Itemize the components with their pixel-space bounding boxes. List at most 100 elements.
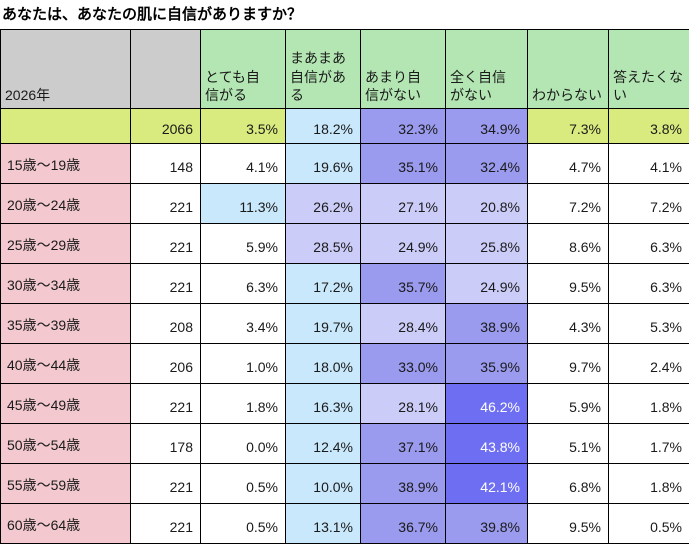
count-cell: 206 bbox=[130, 343, 201, 384]
percent-cell: 1.7% bbox=[608, 423, 689, 464]
count-cell: 208 bbox=[130, 303, 201, 344]
percent-cell: 28.5% bbox=[285, 223, 361, 264]
age-row: 35歳〜39歳 208 3.4% 19.7% 28.4% 38.9% 4.3% 5.3% bbox=[0, 303, 689, 344]
percent-cell: 19.7% bbox=[285, 303, 361, 344]
percent-cell: 24.9% bbox=[360, 223, 446, 264]
count-cell: 221 bbox=[130, 263, 201, 304]
col-header-somewhat-confident: まあまあ 自信があ る bbox=[285, 29, 361, 109]
count-header-cell bbox=[130, 29, 201, 109]
age-row: 20歳〜24歳 221 11.3% 26.2% 27.1% 20.8% 7.2% 7.2% bbox=[0, 183, 689, 224]
col-header-prefer-not-to-answer: 答えたくな い bbox=[608, 29, 689, 109]
percent-cell: 4.7% bbox=[527, 143, 609, 184]
percent-cell: 6.3% bbox=[608, 263, 689, 304]
count-cell: 221 bbox=[130, 503, 201, 544]
percent-cell: 35.1% bbox=[360, 143, 446, 184]
row-label-cell: 45歳〜49歳 bbox=[0, 383, 131, 424]
percent-cell: 1.8% bbox=[608, 383, 689, 424]
percent-cell: 11.3% bbox=[200, 183, 286, 224]
row-label-cell: 55歳〜59歳 bbox=[0, 463, 131, 504]
age-row: 15歳〜19歳 148 4.1% 19.6% 35.1% 32.4% 4.7% 4.1% bbox=[0, 143, 689, 184]
percent-cell: 20.8% bbox=[445, 183, 528, 224]
percent-cell: 35.7% bbox=[360, 263, 446, 304]
percent-cell: 10.0% bbox=[285, 463, 361, 504]
percent-cell: 8.6% bbox=[527, 223, 609, 264]
percent-cell: 5.1% bbox=[527, 423, 609, 464]
percent-cell: 28.1% bbox=[360, 383, 446, 424]
age-row: 60歳〜64歳 221 0.5% 13.1% 36.7% 39.8% 9.5% 0.5% bbox=[0, 503, 689, 544]
percent-cell: 2.4% bbox=[608, 343, 689, 384]
percent-cell: 38.9% bbox=[445, 303, 528, 344]
percent-cell: 32.3% bbox=[360, 108, 446, 144]
row-label-cell: 15歳〜19歳 bbox=[0, 143, 131, 184]
percent-cell: 4.1% bbox=[608, 143, 689, 184]
percent-cell: 7.2% bbox=[527, 183, 609, 224]
percent-cell: 18.2% bbox=[285, 108, 361, 144]
row-label-cell: 30歳〜34歳 bbox=[0, 263, 131, 304]
header-row: 2026年 とても自 信がる まあまあ 自信があ る あまり自 信がない 全く自… bbox=[0, 29, 689, 109]
row-label-cell: 60歳〜64歳 bbox=[0, 503, 131, 544]
percent-cell: 18.0% bbox=[285, 343, 361, 384]
count-cell: 221 bbox=[130, 223, 201, 264]
percent-cell: 5.3% bbox=[608, 303, 689, 344]
percent-cell: 9.5% bbox=[527, 503, 609, 544]
percent-cell: 43.8% bbox=[445, 423, 528, 464]
percent-cell: 6.8% bbox=[527, 463, 609, 504]
percent-cell: 5.9% bbox=[200, 223, 286, 264]
age-row: 40歳〜44歳 206 1.0% 18.0% 33.0% 35.9% 9.7% 2.4% bbox=[0, 343, 689, 384]
percent-cell: 9.7% bbox=[527, 343, 609, 384]
count-cell: 221 bbox=[130, 463, 201, 504]
row-label-cell bbox=[0, 108, 131, 144]
percent-cell: 3.5% bbox=[200, 108, 286, 144]
survey-table: 2026年 とても自 信がる まあまあ 自信があ る あまり自 信がない 全く自… bbox=[0, 29, 689, 544]
percent-cell: 37.1% bbox=[360, 423, 446, 464]
total-row: 2066 3.5% 18.2% 32.3% 34.9% 7.3% 3.8% bbox=[0, 108, 689, 144]
age-row: 50歳〜54歳 178 0.0% 12.4% 37.1% 43.8% 5.1% 1.7% bbox=[0, 423, 689, 464]
table-body: 2066 3.5% 18.2% 32.3% 34.9% 7.3% 3.8% 15歳〜19歳 14… bbox=[0, 108, 689, 544]
count-cell: 221 bbox=[130, 383, 201, 424]
row-label-cell: 40歳〜44歳 bbox=[0, 343, 131, 384]
row-label-cell: 20歳〜24歳 bbox=[0, 183, 131, 224]
page-title: あなたは、あなたの肌に自信がありますか？ bbox=[2, 6, 303, 23]
percent-cell: 7.2% bbox=[608, 183, 689, 224]
percent-cell: 4.1% bbox=[200, 143, 286, 184]
percent-cell: 35.9% bbox=[445, 343, 528, 384]
age-row: 45歳〜49歳 221 1.8% 16.3% 28.1% 46.2% 5.9% 1.8% bbox=[0, 383, 689, 424]
percent-cell: 16.3% bbox=[285, 383, 361, 424]
col-header-very-confident: とても自 信がる bbox=[200, 29, 286, 109]
count-cell: 148 bbox=[130, 143, 201, 184]
percent-cell: 0.5% bbox=[200, 463, 286, 504]
row-label-cell: 35歳〜39歳 bbox=[0, 303, 131, 344]
percent-cell: 46.2% bbox=[445, 383, 528, 424]
percent-cell: 1.0% bbox=[200, 343, 286, 384]
percent-cell: 7.3% bbox=[527, 108, 609, 144]
percent-cell: 27.1% bbox=[360, 183, 446, 224]
percent-cell: 28.4% bbox=[360, 303, 446, 344]
percent-cell: 39.8% bbox=[445, 503, 528, 544]
col-header-not-at-all-confident: 全く自信 がない bbox=[445, 29, 528, 109]
percent-cell: 32.4% bbox=[445, 143, 528, 184]
percent-cell: 13.1% bbox=[285, 503, 361, 544]
year-header-cell: 2026年 bbox=[0, 29, 131, 109]
percent-cell: 42.1% bbox=[445, 463, 528, 504]
count-cell: 221 bbox=[130, 183, 201, 224]
count-cell: 178 bbox=[130, 423, 201, 464]
age-row: 55歳〜59歳 221 0.5% 10.0% 38.9% 42.1% 6.8% 1.8% bbox=[0, 463, 689, 504]
col-header-dont-know: わからない bbox=[527, 29, 609, 109]
percent-cell: 3.4% bbox=[200, 303, 286, 344]
percent-cell: 26.2% bbox=[285, 183, 361, 224]
col-header-not-very-confident: あまり自 信がない bbox=[360, 29, 446, 109]
percent-cell: 38.9% bbox=[360, 463, 446, 504]
percent-cell: 19.6% bbox=[285, 143, 361, 184]
percent-cell: 9.5% bbox=[527, 263, 609, 304]
percent-cell: 4.3% bbox=[527, 303, 609, 344]
count-cell: 2066 bbox=[130, 108, 201, 144]
percent-cell: 17.2% bbox=[285, 263, 361, 304]
percent-cell: 36.7% bbox=[360, 503, 446, 544]
percent-cell: 0.5% bbox=[608, 503, 689, 544]
percent-cell: 3.8% bbox=[608, 108, 689, 144]
percent-cell: 12.4% bbox=[285, 423, 361, 464]
percent-cell: 25.8% bbox=[445, 223, 528, 264]
percent-cell: 6.3% bbox=[608, 223, 689, 264]
percent-cell: 5.9% bbox=[527, 383, 609, 424]
percent-cell: 24.9% bbox=[445, 263, 528, 304]
